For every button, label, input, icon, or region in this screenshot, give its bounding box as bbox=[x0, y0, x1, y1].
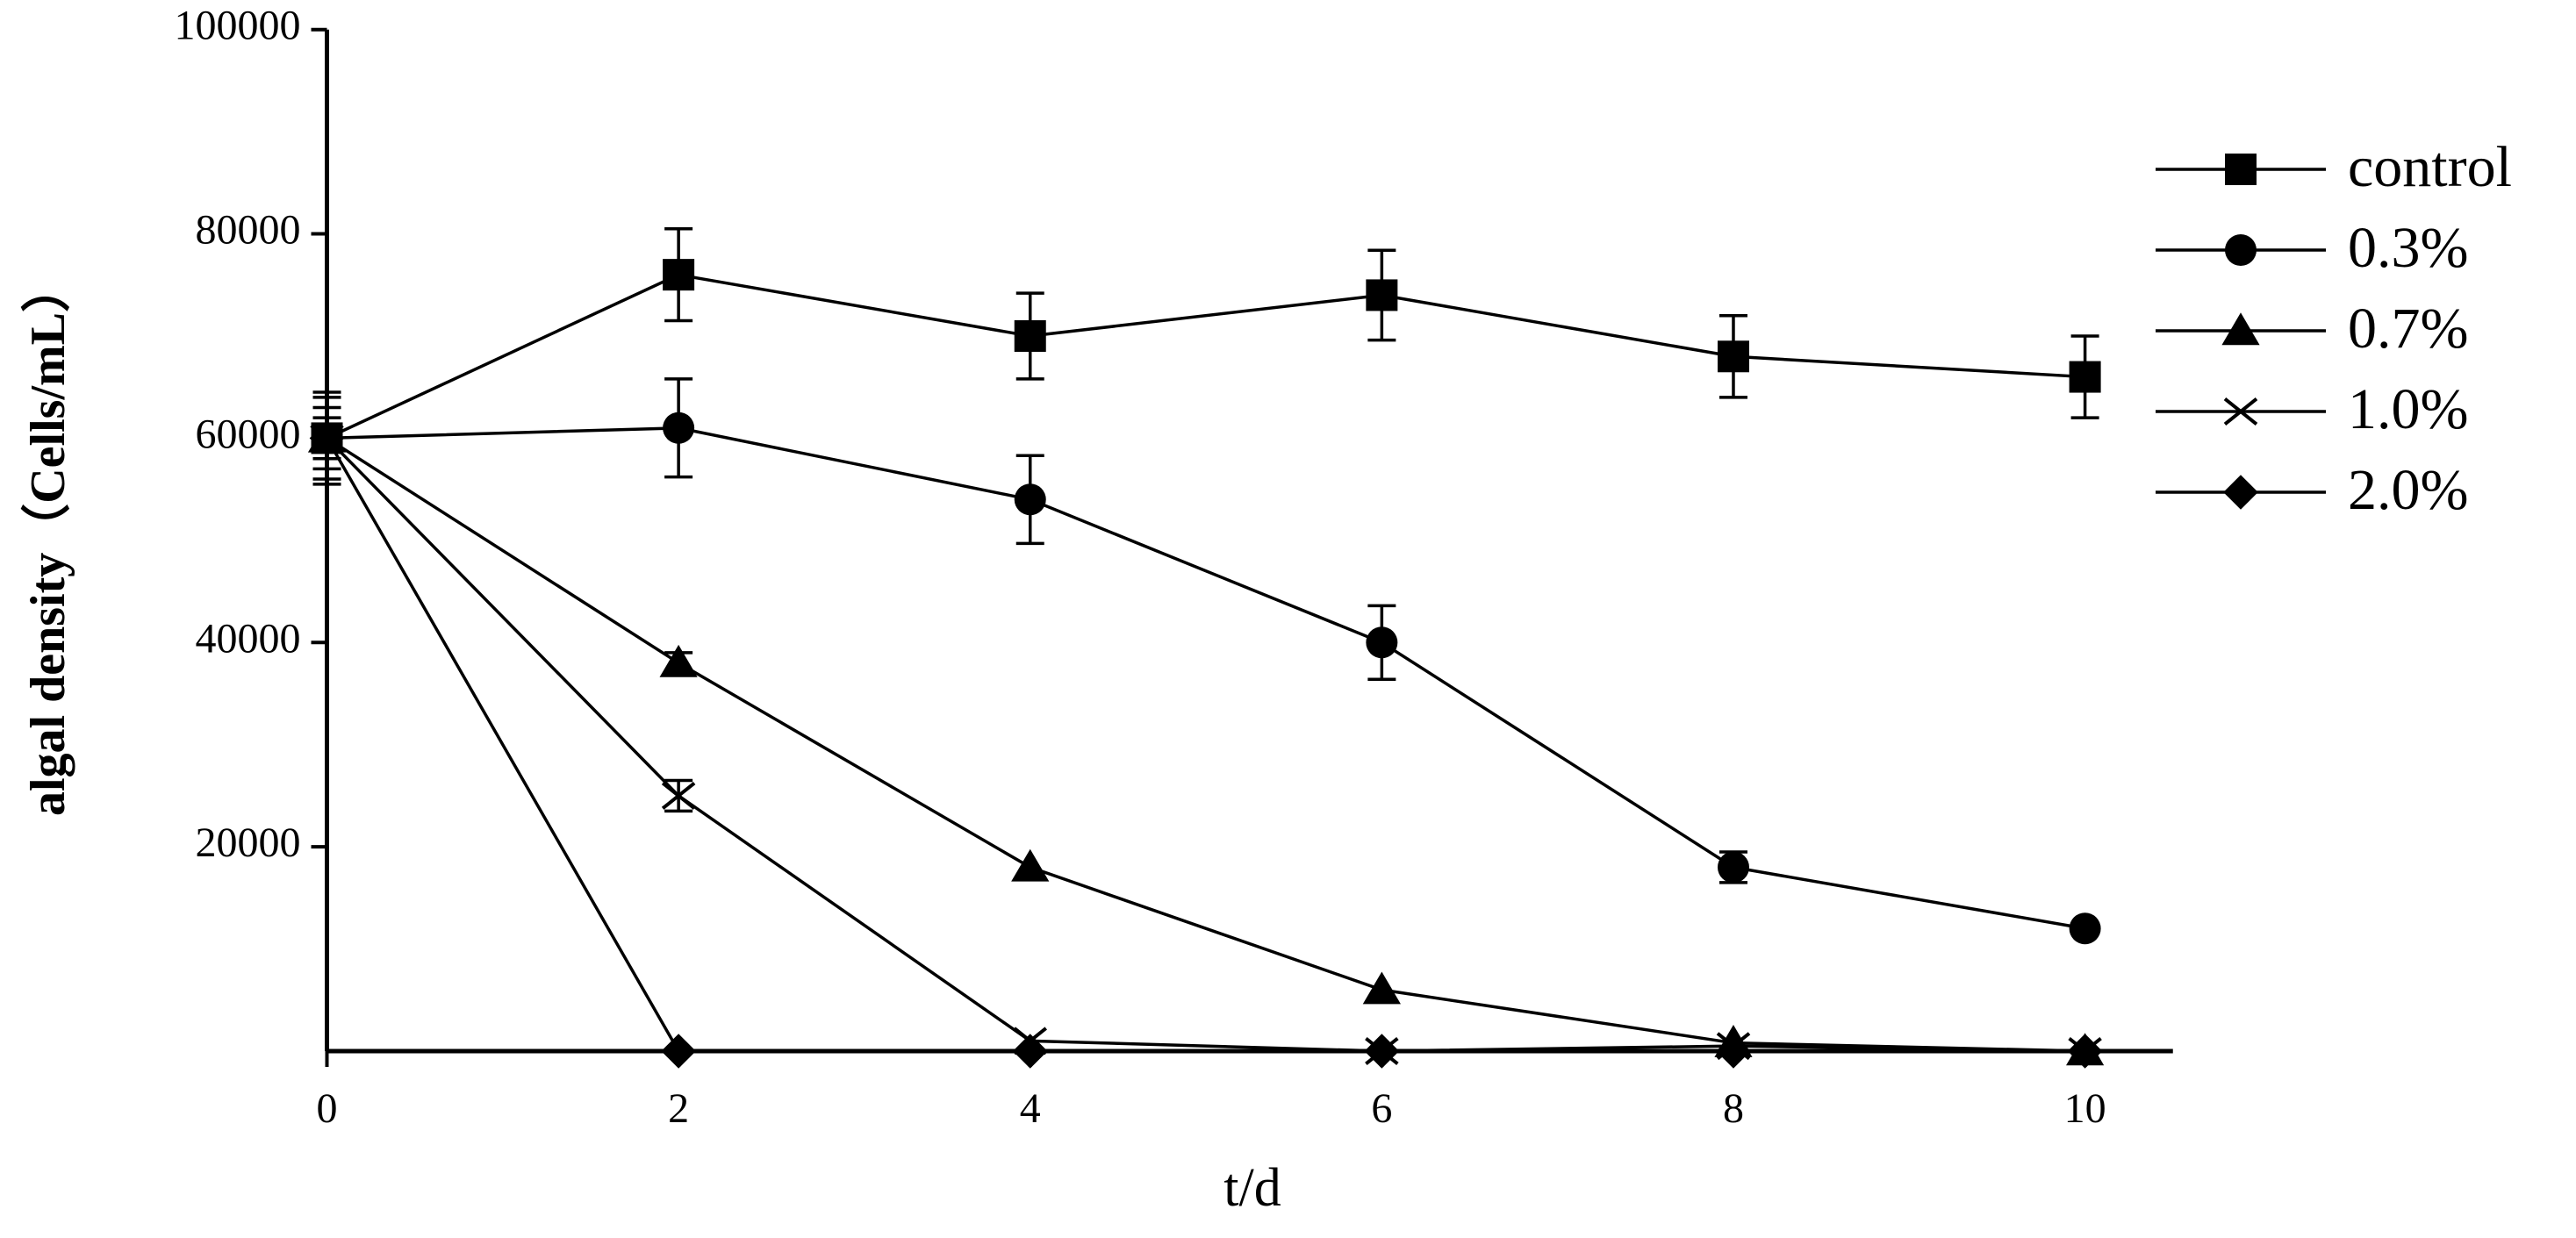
marker bbox=[309, 420, 345, 456]
marker bbox=[1011, 848, 1050, 882]
y-tick-label: 40000 bbox=[196, 615, 301, 662]
y-tick-label: 100000 bbox=[175, 3, 301, 49]
series-line bbox=[326, 426, 2085, 931]
marker bbox=[1012, 1034, 1048, 1069]
legend-label: 0.3% bbox=[2348, 216, 2468, 280]
marker bbox=[1717, 340, 1749, 373]
x-tick-label: 8 bbox=[1723, 1085, 1744, 1132]
marker bbox=[659, 644, 698, 677]
legend-label: control bbox=[2348, 135, 2512, 199]
x-tick-label: 10 bbox=[2064, 1085, 2106, 1132]
marker bbox=[663, 411, 695, 444]
y-tick-label: 60000 bbox=[196, 411, 301, 457]
marker bbox=[1014, 483, 1046, 516]
legend-marker bbox=[2221, 312, 2260, 346]
series-line bbox=[326, 273, 2085, 440]
x-tick-label: 2 bbox=[668, 1085, 689, 1132]
marker bbox=[1716, 1034, 1751, 1069]
marker bbox=[1717, 851, 1749, 884]
legend-label: 2.0% bbox=[2348, 458, 2468, 522]
marker bbox=[2069, 361, 2101, 393]
marker bbox=[663, 259, 695, 291]
legend-marker bbox=[2225, 154, 2257, 185]
legend-marker bbox=[2223, 397, 2258, 426]
y-axis-label: algal density（Cells/mL） bbox=[20, 263, 75, 816]
marker bbox=[2067, 1034, 2103, 1069]
marker bbox=[1366, 626, 1398, 659]
x-tick-label: 4 bbox=[1020, 1085, 1041, 1132]
marker bbox=[661, 781, 696, 810]
x-axis-label: t/d bbox=[1223, 1158, 1281, 1218]
y-tick-label: 20000 bbox=[196, 819, 301, 866]
series-line bbox=[325, 437, 2085, 1053]
y-tick-label: 80000 bbox=[196, 207, 301, 254]
x-tick-label: 0 bbox=[317, 1085, 338, 1132]
marker bbox=[661, 1034, 696, 1069]
marker bbox=[1362, 971, 1401, 1005]
x-tick-label: 6 bbox=[1371, 1085, 1392, 1132]
marker bbox=[2069, 912, 2101, 945]
marker bbox=[1364, 1034, 1400, 1069]
series-line bbox=[326, 437, 2085, 1053]
legend-label: 0.7% bbox=[2348, 297, 2468, 361]
marker bbox=[1014, 319, 1046, 352]
legend-marker bbox=[2223, 475, 2258, 510]
series-line bbox=[326, 436, 2085, 1053]
legend-label: 1.0% bbox=[2348, 377, 2468, 441]
legend-marker bbox=[2225, 234, 2257, 266]
marker bbox=[1366, 279, 1398, 311]
